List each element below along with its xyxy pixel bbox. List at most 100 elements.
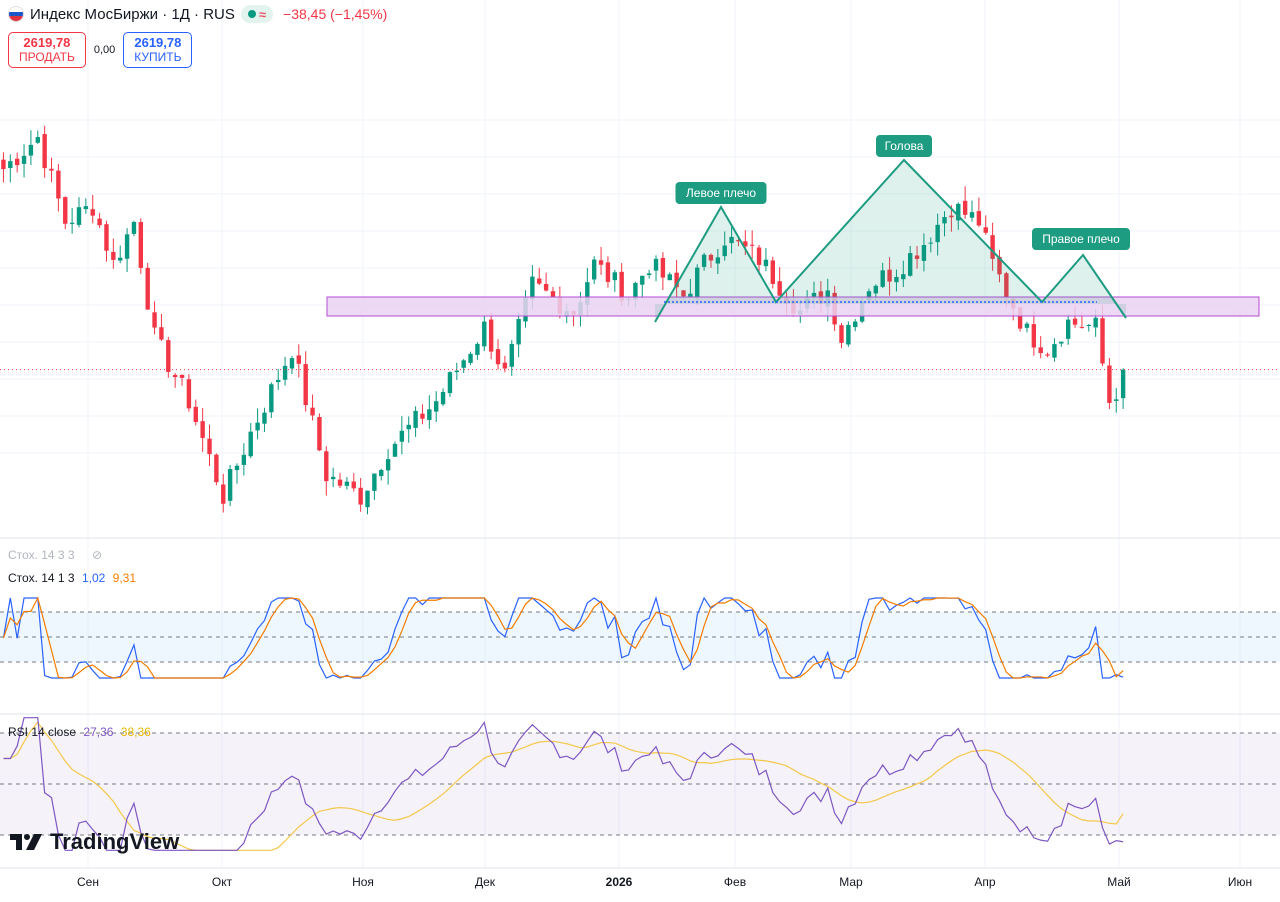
candle-body [598, 260, 604, 265]
candle-body [49, 168, 54, 171]
candle-body [701, 254, 707, 267]
candle-body [612, 272, 618, 281]
candle-body [674, 272, 679, 288]
candle-body [179, 374, 185, 378]
candle-body [646, 273, 652, 276]
rsi-label: RSI 14 close [8, 725, 77, 739]
pattern-label-bg [675, 182, 767, 204]
candle-body [461, 360, 466, 368]
candle-body [1031, 324, 1037, 348]
candle-body [736, 239, 741, 242]
candle-body [8, 161, 13, 168]
buy-button[interactable]: 2619,78 КУПИТЬ [123, 32, 193, 68]
candle-body [715, 257, 721, 264]
russia-flag-icon [8, 6, 24, 22]
spread-value: 0,00 [93, 44, 116, 56]
candle-body [962, 200, 968, 215]
candle-body [63, 197, 68, 224]
candle-body [502, 362, 508, 369]
candle-body [990, 235, 995, 259]
candle-body [186, 379, 192, 409]
candle-body [138, 222, 144, 268]
candle-body [956, 203, 961, 221]
candle-body [887, 269, 892, 282]
candle-body [159, 327, 164, 340]
candle-body [537, 278, 542, 284]
market-status-toggle[interactable]: ≈ [240, 5, 274, 23]
candle-body [811, 292, 817, 297]
candle-body [221, 484, 226, 504]
candle-body [111, 251, 116, 260]
candle-body [976, 211, 982, 226]
stoch-d-value: 9,31 [112, 571, 137, 585]
pattern-fill [655, 160, 1126, 322]
candle-body [688, 293, 693, 298]
candle-body [28, 144, 34, 156]
candle-body [14, 158, 20, 166]
tradingview-logo-icon [10, 834, 42, 850]
stoch-hidden-legend[interactable]: Стох. 14 3 3 ⊘ [8, 548, 102, 562]
stoch-legend[interactable]: Стох. 14 1 3 1,02 9,31 [8, 571, 136, 585]
x-axis-label: Фев [724, 875, 746, 889]
candle-body [667, 274, 672, 281]
candle-body [97, 218, 102, 226]
candle-body [282, 365, 288, 380]
candle-body [337, 479, 343, 486]
candle-body [585, 282, 590, 305]
candle-body [269, 384, 274, 413]
buy-label: КУПИТЬ [134, 50, 182, 64]
eye-hidden-icon[interactable]: ⊘ [91, 548, 103, 562]
rsi-legend[interactable]: RSI 14 close 27,36 38,36 [8, 725, 151, 739]
x-axis-label: Мар [839, 875, 863, 889]
candle-body [289, 358, 295, 369]
stoch-k-value: 1,02 [81, 571, 106, 585]
candle-body [118, 257, 123, 261]
candle-body [495, 349, 501, 365]
candle-body [997, 256, 1002, 275]
candle-body [770, 260, 775, 284]
candle-body [1079, 326, 1085, 328]
candle-body [76, 207, 82, 225]
candle-body [392, 443, 398, 457]
buy-price: 2619,78 [134, 35, 182, 50]
candle-body [921, 245, 927, 261]
candle-body [695, 267, 700, 297]
rsi-line [3, 717, 1124, 851]
stoch-d-line [2, 596, 1124, 679]
candle-body [722, 245, 727, 257]
candle-body [255, 422, 260, 431]
pattern-label: Левое плечо [686, 186, 756, 200]
candle-body [660, 257, 666, 278]
symbol-title[interactable]: Индекс МосБиржи · 1Д · RUS [30, 5, 235, 23]
wave-icon: ≈ [258, 6, 267, 22]
candle-body [853, 321, 858, 328]
candle-body [756, 247, 762, 265]
tradingview-logo[interactable]: TradingView [10, 829, 179, 855]
candle-body [942, 217, 947, 224]
candle-body [379, 470, 384, 477]
candle-body [131, 221, 137, 234]
candle-body [166, 340, 171, 372]
candle-body [152, 312, 157, 328]
candle-body [420, 413, 425, 419]
candle-body [1086, 324, 1091, 326]
candle-body [1004, 273, 1009, 297]
logo-text: TradingView [50, 829, 180, 854]
candle-body [969, 212, 975, 218]
candle-body [543, 283, 549, 291]
sell-button[interactable]: 2619,78 ПРОДАТЬ [8, 32, 86, 68]
x-axis-label: Май [1107, 875, 1131, 889]
candle-body [1038, 347, 1043, 354]
candle-body [385, 459, 391, 471]
candle-body [743, 241, 748, 247]
candle-body [468, 353, 473, 363]
candle-body [454, 370, 460, 373]
pattern-label: Правое плечо [1042, 232, 1120, 246]
candle-body [839, 325, 844, 343]
candle-body [983, 227, 988, 233]
candle-body [344, 481, 350, 486]
candle-body [104, 224, 109, 251]
candle-body [509, 343, 514, 367]
candle-body [488, 319, 494, 352]
